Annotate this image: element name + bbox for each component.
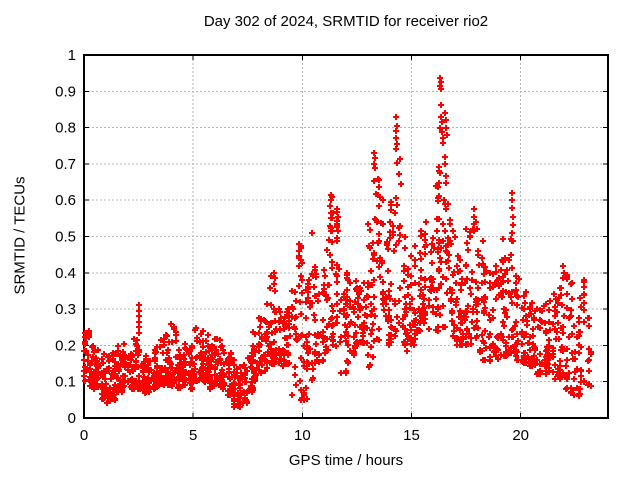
y-tick-label: 0.7	[55, 156, 76, 173]
x-tick-label: 0	[80, 427, 88, 444]
x-tick-label: 5	[189, 427, 197, 444]
x-axis-label: GPS time / hours	[288, 452, 404, 469]
y-tick-label: 0.6	[55, 192, 76, 209]
y-tick-label: 0.4	[55, 265, 76, 282]
x-tick-label: 20	[512, 427, 529, 444]
y-tick-label: 0.8	[55, 120, 76, 137]
chart-title: Day 302 of 2024, SRMTID for receiver rio…	[203, 13, 489, 30]
y-tick-label: 0	[68, 410, 76, 427]
y-tick-label: 0.5	[55, 229, 76, 246]
scatter-points-rio2	[81, 75, 594, 410]
y-tick-label: 1	[68, 47, 76, 64]
y-tick-label: 0.1	[55, 374, 76, 391]
y-tick-label: 0.2	[55, 337, 76, 354]
x-tick-label: 10	[294, 427, 311, 444]
y-tick-label: 0.3	[55, 301, 76, 318]
y-tick-label: 0.9	[55, 83, 76, 100]
x-tick-label: 15	[403, 427, 420, 444]
